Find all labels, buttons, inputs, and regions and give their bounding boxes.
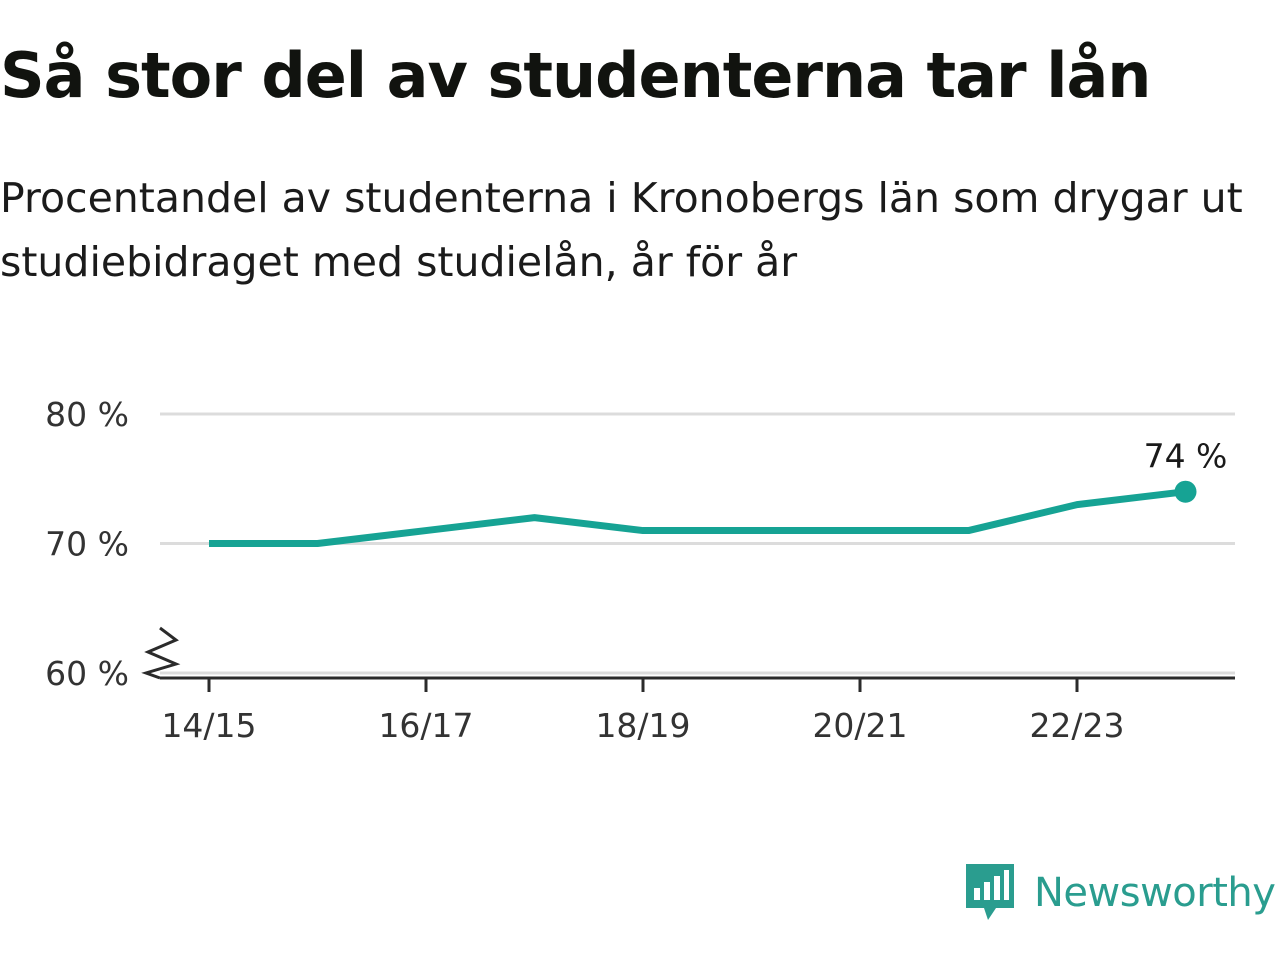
chart-subtitle: Procentandel av studenterna i Kronobergs… (0, 174, 1243, 286)
series-line (209, 488, 1186, 547)
x-tick-label: 22/23 (1029, 706, 1124, 745)
x-tick-label: 20/21 (812, 706, 907, 745)
chart-title: Så stor del av studenterna tar lån (0, 39, 1151, 112)
series-layer: 74 % (209, 437, 1228, 547)
end-value-label: 74 % (1144, 437, 1228, 476)
y-tick-label: 70 % (45, 525, 129, 564)
axis-break-mark (141, 626, 181, 680)
line-chart: 60 % 70 % 80 % 14/15 16/17 18/19 20/21 22/23 7… (45, 395, 1235, 745)
x-tick-label: 14/15 (161, 706, 256, 745)
y-tick-label: 60 % (45, 654, 129, 693)
x-axis-labels: 14/15 16/17 18/19 20/21 22/23 (161, 678, 1125, 745)
end-point-marker (1174, 480, 1197, 503)
y-axis-labels: 60 % 70 % 80 % (45, 395, 129, 693)
x-tick-label: 16/17 (378, 706, 473, 745)
newsworthy-logo[interactable]: Newsworthy (964, 862, 1276, 924)
brand-name: Newsworthy (1034, 870, 1276, 916)
y-tick-label: 80 % (45, 395, 129, 434)
x-axis (141, 626, 1235, 680)
newsworthy-logo-icon (966, 864, 1014, 920)
x-tick-label: 18/19 (595, 706, 690, 745)
